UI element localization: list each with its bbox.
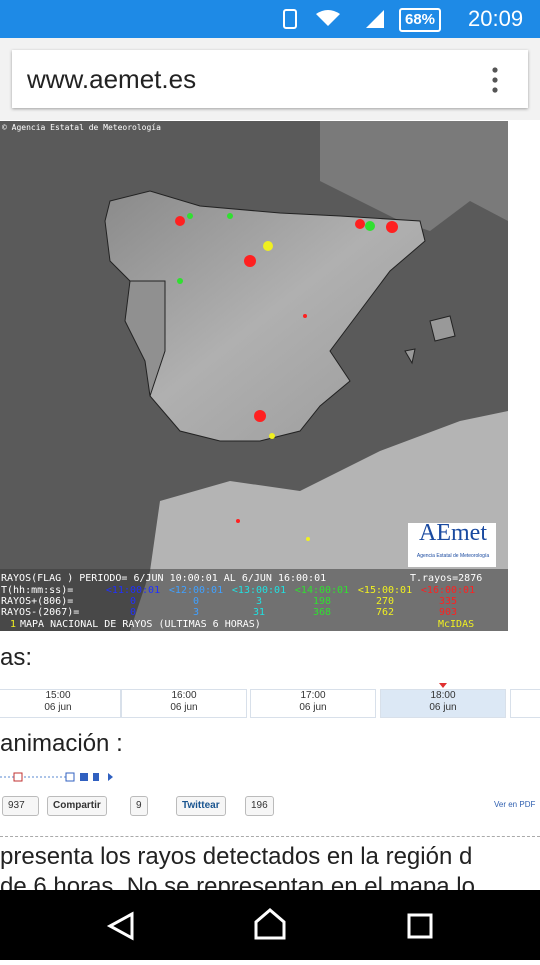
legend-cell: <16:00:01 xyxy=(421,585,475,596)
legend-cell: 0 xyxy=(130,607,136,618)
legend-cell: <15:00:01 xyxy=(358,585,412,596)
timeline-date: 06 jun xyxy=(170,702,198,713)
map-footer: MAPA NACIONAL DE RAYOS (ULTIMAS 6 HORAS) xyxy=(20,619,261,630)
url-box[interactable]: www.aemet.es xyxy=(12,50,528,108)
address-bar: www.aemet.es xyxy=(0,38,540,120)
footer-number: 1 xyxy=(10,619,16,630)
tweet-count: 196 xyxy=(245,796,274,816)
period: RAYOS(FLAG ) PERIODO= 6/JUN 10:00:01 AL … xyxy=(1,573,326,584)
legend-cell: <14:00:01 xyxy=(295,585,349,596)
lightning-map: © Agencia Estatal de Meteorología RAYOS(F… xyxy=(0,121,508,631)
legend-cell: 0 xyxy=(130,596,136,607)
legend-label: RAYOS-(2067)= xyxy=(1,607,79,618)
section-heading: animación : xyxy=(0,730,123,757)
timeline-time: 15:00 xyxy=(45,690,71,701)
battery: 68% xyxy=(399,8,441,32)
aemet-logo-subtitle: Agencia Estatal de Meteorología xyxy=(416,553,490,559)
timeline-time: 16:00 xyxy=(171,690,197,701)
legend-cell: 31 xyxy=(253,607,265,618)
pdf-link[interactable]: Ver en PDF xyxy=(494,800,536,809)
section-heading: as: xyxy=(0,644,33,671)
legend-cell: 762 xyxy=(376,607,394,618)
animation-controls[interactable] xyxy=(0,770,120,784)
home-button[interactable] xyxy=(254,908,286,940)
timeline-slot[interactable]: 16:00 06 jun xyxy=(121,689,247,718)
paragraph-line: presenta los rayos detectados en la regi… xyxy=(0,843,473,870)
timeline-date: 06 jun xyxy=(429,702,457,713)
clock: 20:09 xyxy=(468,6,524,31)
url[interactable]: www.aemet.es xyxy=(27,64,197,94)
share-count: 9 xyxy=(130,796,148,816)
timeline-slot[interactable] xyxy=(510,689,540,718)
timeline-date: 06 jun xyxy=(299,702,327,713)
legend-cell: 3 xyxy=(256,596,262,607)
legend-cell: <11:00:01 xyxy=(106,585,160,596)
legend-cell: 368 xyxy=(313,607,331,618)
timeline-slot[interactable]: 17:00 06 jun xyxy=(250,689,376,718)
nav-buttons xyxy=(106,908,433,941)
back-button[interactable] xyxy=(106,911,134,941)
timeline-date: 06 jun xyxy=(44,702,72,713)
legend-cell: 335 xyxy=(439,596,457,607)
legend-cell: 3 xyxy=(193,607,199,618)
tweet-button[interactable]: Twittear xyxy=(176,796,226,816)
legend-cell: <13:00:01 xyxy=(232,585,286,596)
legend-cell: 270 xyxy=(376,596,394,607)
total-strikes: T.rayos=2876 xyxy=(410,573,482,584)
status-icons xyxy=(283,9,384,29)
like-count[interactable]: 937 xyxy=(2,796,39,816)
status-bar: 68% 20:09 xyxy=(0,0,540,38)
menu-button[interactable] xyxy=(490,66,500,94)
navigation-bar xyxy=(0,890,540,960)
map-credit: © Agencia Estatal de Meteorología xyxy=(2,123,161,132)
recents-button[interactable] xyxy=(407,913,433,939)
share-button[interactable]: Compartir xyxy=(47,796,107,816)
divider xyxy=(0,836,540,837)
current-marker xyxy=(439,683,447,688)
map-source: McIDAS xyxy=(438,619,474,630)
lightning-strikes xyxy=(175,213,398,541)
legend-cell: 903 xyxy=(439,607,457,618)
timeline-slot[interactable]: 15:00 06 jun xyxy=(0,689,121,718)
legend-cell: <12:00:01 xyxy=(169,585,223,596)
legend-cell: 198 xyxy=(313,596,331,607)
timeline-time: 17:00 xyxy=(300,690,326,701)
aemet-logo: AEmet xyxy=(419,520,487,546)
legend-label: RAYOS+(806)= xyxy=(1,596,73,607)
timeline-time: 18:00 xyxy=(430,690,456,701)
legend-cell: 0 xyxy=(193,596,199,607)
legend-label: T(hh:mm:ss)= xyxy=(1,585,73,596)
timeline-slot[interactable]: 18:00 06 jun xyxy=(380,689,506,718)
